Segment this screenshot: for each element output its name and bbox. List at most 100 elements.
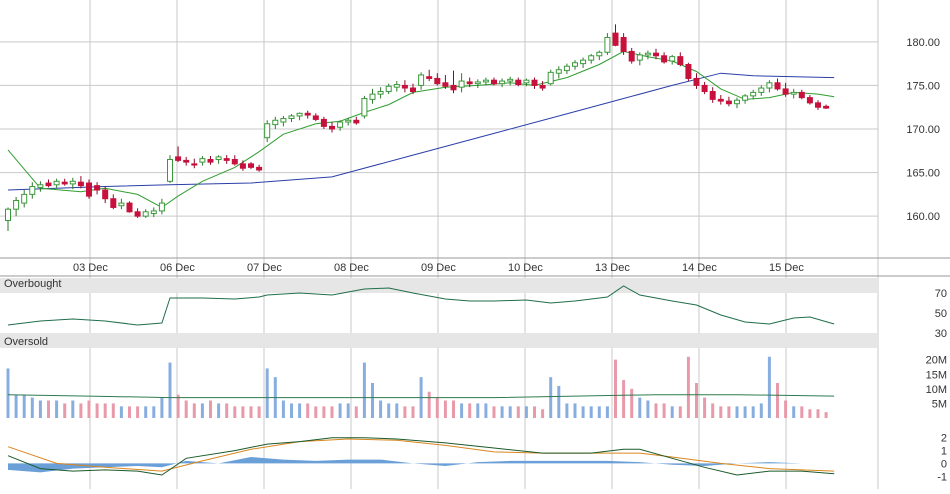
candle-body: [426, 76, 433, 79]
candle-body: [563, 65, 570, 72]
candle-body: [531, 79, 538, 86]
candle-body: [507, 78, 514, 82]
volume-average-line: [7, 394, 835, 399]
volume-bar: [152, 406, 156, 418]
volume-bar: [452, 400, 455, 418]
date-tick-label: 06 Dec: [160, 262, 195, 274]
volume-bar: [30, 397, 34, 418]
volume-bar: [362, 362, 366, 418]
volume-bar: [47, 400, 50, 418]
date-tick-label: 15 Dec: [769, 262, 804, 274]
volume-bar: [38, 400, 42, 418]
volume-bar: [435, 397, 439, 418]
volume-bar: [678, 406, 682, 418]
volume-bar: [751, 406, 755, 418]
volume-bar: [103, 403, 107, 418]
candle-body: [685, 64, 692, 79]
price-tick-label: 165.00: [906, 168, 940, 180]
date-tick-label: 14 Dec: [682, 262, 717, 274]
volume-bar: [516, 406, 520, 418]
date-tick-label: 08 Dec: [334, 262, 369, 274]
candle-body: [280, 118, 287, 123]
volume-bar: [346, 403, 350, 418]
candle-body: [547, 71, 554, 85]
date-tick-label: 13 Dec: [595, 262, 630, 274]
candle-body: [669, 56, 676, 62]
volume-tick-label: 5M: [932, 398, 947, 410]
candle-body: [337, 121, 344, 128]
volume-bar: [298, 403, 302, 418]
volume-bar: [257, 406, 261, 418]
volume-bar: [573, 403, 577, 418]
candle-body: [361, 97, 368, 117]
volume-bar: [686, 356, 690, 418]
volume-bar: [565, 403, 569, 418]
volume-bar: [387, 403, 391, 418]
volume-bar: [87, 400, 91, 418]
candle-body: [142, 211, 149, 217]
candle-body: [248, 163, 254, 168]
candle-body: [69, 180, 76, 185]
volume-bar: [144, 406, 148, 418]
candle-body: [296, 112, 303, 117]
volume-bar: [192, 403, 196, 418]
candle-body: [353, 119, 360, 124]
volume-bar: [95, 403, 99, 418]
candle-body: [393, 84, 400, 88]
candle-body: [345, 119, 352, 123]
candle-body: [53, 180, 60, 186]
date-tick-label: 10 Dec: [508, 262, 543, 274]
candle-body: [256, 166, 263, 171]
candle-body: [369, 93, 376, 100]
candle-body: [5, 208, 11, 222]
volume-bar: [71, 400, 75, 418]
overbought-band: [0, 278, 878, 293]
volume-bar: [541, 409, 545, 418]
volume-bar: [767, 356, 771, 418]
volume-bar: [338, 403, 342, 418]
oversold-label: Oversold: [4, 336, 48, 348]
volume-bar: [695, 383, 698, 418]
candle-body: [644, 52, 651, 56]
volume-bar: [14, 394, 18, 418]
volume-bar: [322, 406, 326, 418]
candle-body: [102, 189, 109, 200]
volume-bar: [55, 400, 59, 418]
macd-signal-line: [7, 438, 835, 472]
rsi-tick-label: 70: [935, 288, 947, 300]
volume-bar: [824, 412, 828, 418]
candle-body: [199, 158, 206, 163]
candle-body: [77, 181, 84, 187]
candle-body: [653, 52, 659, 57]
candle-body: [320, 118, 327, 127]
volume-bar: [233, 406, 237, 418]
candle-body: [401, 84, 408, 89]
candle-body: [13, 199, 20, 210]
volume-panel: [6, 356, 835, 418]
volume-bar: [638, 397, 642, 418]
candle-body: [555, 69, 562, 74]
volume-bar: [22, 394, 26, 418]
macd-tick-label: 1: [941, 446, 947, 458]
volume-bar: [597, 406, 601, 418]
candle-body: [272, 119, 279, 126]
volume-bar: [630, 388, 634, 418]
candle-body: [499, 80, 506, 85]
axes: 160.00 165.00 170.00 175.00 180.00 03 Dec 06 D…: [73, 37, 947, 483]
volume-bar: [136, 406, 140, 418]
macd-line: [7, 437, 835, 476]
volume-bar: [111, 403, 115, 418]
volume-bar: [427, 391, 431, 418]
volume-bar: [209, 400, 212, 418]
candle-body: [110, 198, 117, 208]
candle-body: [86, 182, 92, 197]
candle-body: [596, 51, 603, 57]
macd-tick-label: -1: [937, 471, 947, 483]
volume-bar: [249, 406, 253, 418]
candle-body: [191, 163, 198, 166]
candle-body: [167, 159, 173, 182]
candle-body: [223, 158, 230, 161]
candle-body: [628, 50, 635, 62]
candle-body: [466, 81, 473, 85]
candle-body: [823, 105, 830, 109]
